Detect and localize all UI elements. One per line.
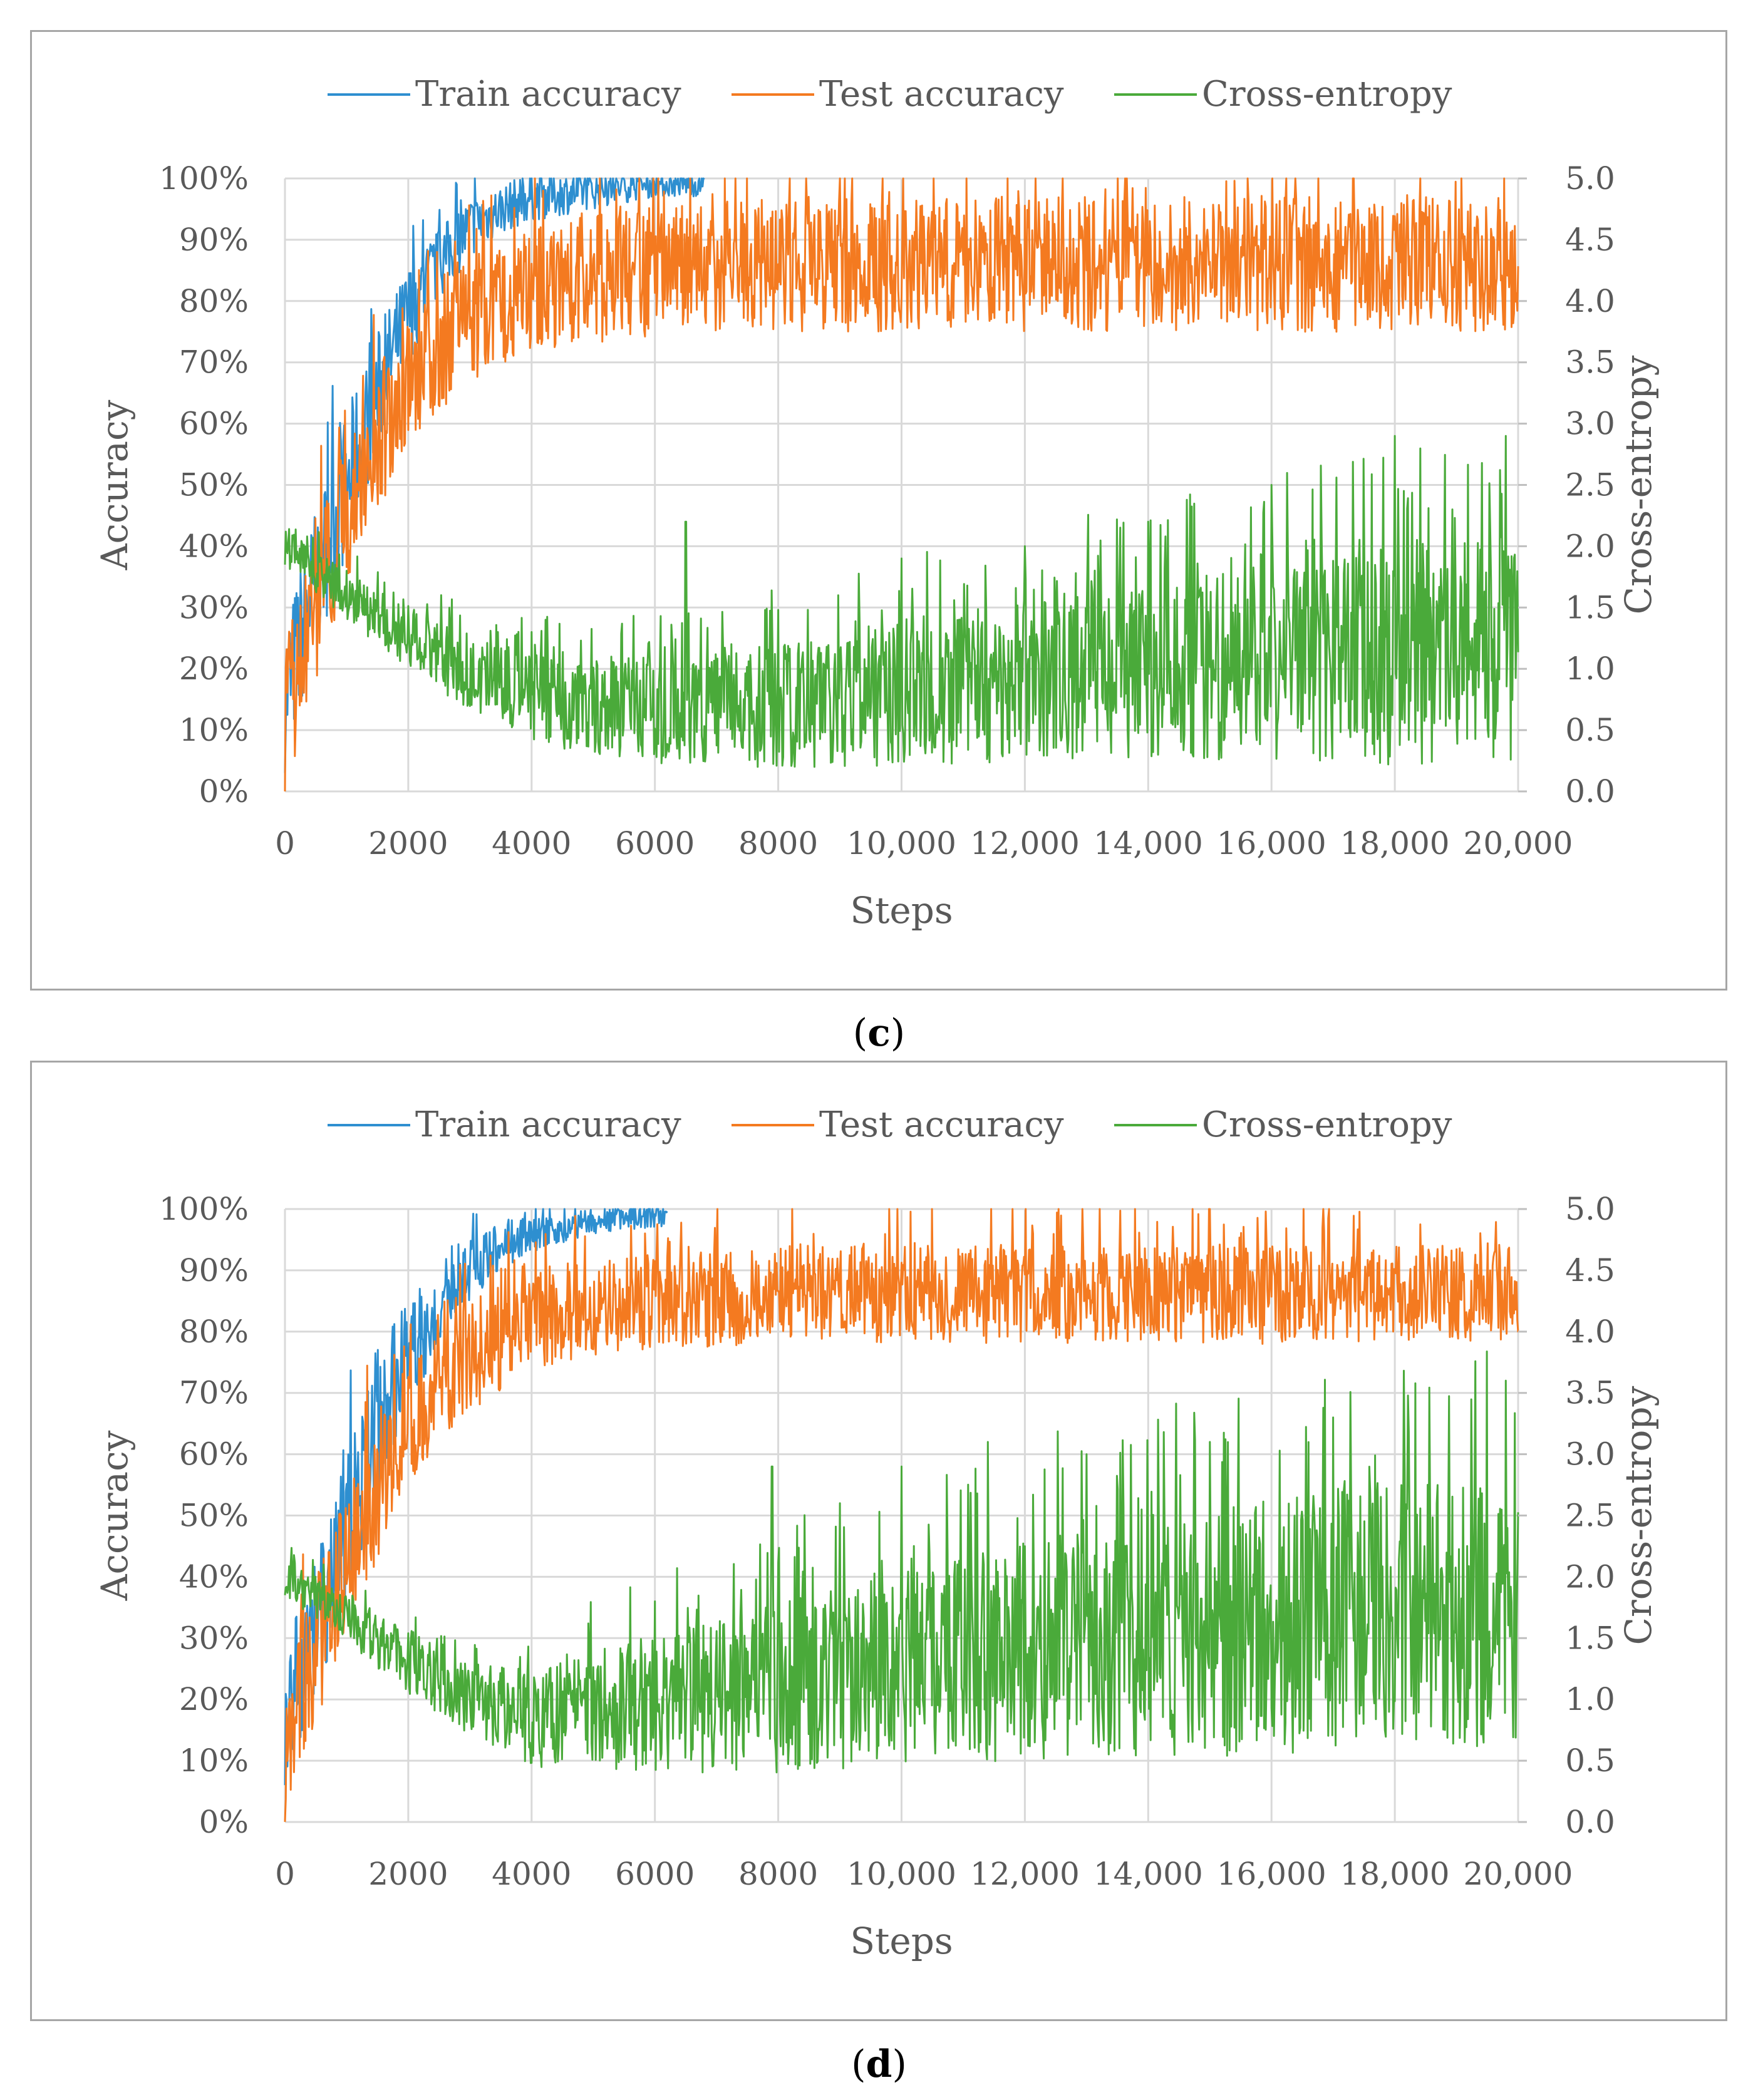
y2-tick-label: 5.0 [1565, 1191, 1615, 1227]
y2-tick-label: 0.5 [1565, 1742, 1615, 1779]
y2-tick-label: 4.0 [1565, 1314, 1615, 1350]
y2-tick-label: 4.0 [1565, 283, 1615, 319]
chart-c: 0% 10% 20% 30% 40% 50% 60% 70% 80% 90% 100% 0.0 0.5 1… [93, 74, 1660, 932]
x-tick-label: 8000 [738, 1856, 818, 1892]
y-tick-label: 10% [179, 712, 249, 748]
caption-c: (c) [852, 1011, 906, 1055]
x-tick-label: 2000 [368, 825, 448, 862]
x-tick-label: 16,000 [1217, 825, 1326, 862]
y2-tick-label: 0.0 [1565, 1804, 1615, 1840]
y-tick-label: 70% [179, 1375, 249, 1411]
y2-tick-label: 5.0 [1565, 160, 1615, 197]
y2-axis-title: Cross-entropy [1617, 355, 1660, 614]
x-tick-label: 14,000 [1094, 825, 1203, 862]
series-line-cross-entropy [284, 435, 1519, 768]
y2-axis-title: Cross-entropy [1617, 1386, 1660, 1645]
y2-tick-label: 2.5 [1565, 467, 1615, 503]
x-tick-label: 20,000 [1464, 1856, 1573, 1892]
x-tick-label: 12,000 [970, 825, 1080, 862]
series-line-test-accuracy [284, 1208, 1519, 1822]
y-tick-label: 100% [159, 160, 249, 197]
caption-d-letter: d [866, 2042, 892, 2086]
x-tick-label: 18,000 [1340, 1856, 1450, 1892]
legend-item-train-accuracy: Train accuracy [328, 74, 681, 115]
y-tick-label: 30% [179, 589, 249, 625]
y2-tick-label: 0.5 [1565, 712, 1615, 748]
x-tick-label: 8000 [738, 825, 818, 862]
y-axis-title: Accuracy [93, 399, 136, 570]
y2-tick-label: 2.5 [1565, 1498, 1615, 1534]
x-tick-label: 10,000 [847, 825, 956, 862]
x-tick-label: 0 [275, 1856, 295, 1892]
y2-tick-label: 0.0 [1565, 773, 1615, 810]
y2-tick-label: 4.5 [1565, 222, 1615, 258]
x-tick-label: 14,000 [1094, 1856, 1203, 1892]
y2-tick-label: 1.0 [1565, 1681, 1615, 1717]
legend-item-test-accuracy: Test accuracy [732, 74, 1064, 115]
x-tick-label: 6000 [615, 1856, 695, 1892]
y-tick-label: 90% [179, 1252, 249, 1289]
series-line-cross-entropy [284, 1351, 1519, 1774]
y2-tick-label: 2.0 [1565, 1558, 1615, 1595]
x-tick-label: 20,000 [1464, 825, 1573, 862]
series-line-test-accuracy [284, 177, 1519, 792]
x-tick-label: 4000 [492, 1856, 571, 1892]
y2-tick-label: 1.5 [1565, 589, 1615, 625]
y2-tick-label: 3.0 [1565, 1436, 1615, 1473]
chart-panel-d: 0% 10% 20% 30% 40% 50% 60% 70% 80% 90% 100% 0.0 0.5 1… [30, 1061, 1727, 2021]
x-tick-label: 12,000 [970, 1856, 1080, 1892]
y-tick-label: 30% [179, 1620, 249, 1656]
legend-item-cross-entropy: Cross-entropy [1114, 74, 1452, 115]
legend-label: Test accuracy [819, 74, 1064, 115]
x-tick-label: 2000 [368, 1856, 448, 1892]
y-tick-label: 60% [179, 1436, 249, 1473]
caption-d: (d) [851, 2042, 907, 2086]
legend-label: Cross-entropy [1202, 1104, 1452, 1145]
y-tick-label: 90% [179, 222, 249, 258]
y-tick-label: 20% [179, 651, 249, 687]
y2-tick-label: 4.5 [1565, 1252, 1615, 1289]
chart-d: 0% 10% 20% 30% 40% 50% 60% 70% 80% 90% 100% 0.0 0.5 1… [93, 1104, 1660, 1962]
y2-tick-label: 3.0 [1565, 406, 1615, 442]
legend-item-train-accuracy: Train accuracy [328, 1104, 681, 1145]
x-axis-title: Steps [850, 889, 953, 932]
y-tick-label: 40% [179, 1558, 249, 1595]
y-axis-title: Accuracy [93, 1430, 136, 1601]
series-line-train-accuracy [284, 1208, 668, 1786]
y-tick-label: 20% [179, 1681, 249, 1717]
y2-tick-label: 2.0 [1565, 528, 1615, 564]
legend-label: Train accuracy [415, 74, 681, 115]
x-tick-label: 6000 [615, 825, 695, 862]
x-tick-label: 10,000 [847, 1856, 956, 1892]
x-tick-label: 0 [275, 825, 295, 862]
caption-c-letter: c [867, 1011, 891, 1055]
y-tick-label: 80% [179, 1314, 249, 1350]
y-tick-label: 50% [179, 1498, 249, 1534]
y-tick-label: 50% [179, 467, 249, 503]
y2-tick-label: 3.5 [1565, 344, 1615, 381]
x-tick-label: 16,000 [1217, 1856, 1326, 1892]
y-tick-label: 0% [199, 1804, 249, 1840]
legend-label: Cross-entropy [1202, 74, 1452, 115]
x-tick-label: 4000 [492, 825, 571, 862]
x-tick-label: 18,000 [1340, 825, 1450, 862]
y-tick-label: 100% [159, 1191, 249, 1227]
chart-panel-c: 0% 10% 20% 30% 40% 50% 60% 70% 80% 90% 100% 0.0 0.5 1… [30, 30, 1727, 991]
y2-tick-label: 1.0 [1565, 651, 1615, 687]
y-tick-label: 40% [179, 528, 249, 564]
y-tick-label: 10% [179, 1742, 249, 1779]
legend-label: Test accuracy [819, 1104, 1064, 1145]
y-tick-label: 0% [199, 773, 249, 810]
y2-tick-label: 3.5 [1565, 1375, 1615, 1411]
y-tick-label: 70% [179, 344, 249, 381]
legend-item-test-accuracy: Test accuracy [732, 1104, 1064, 1145]
y2-tick-label: 1.5 [1565, 1620, 1615, 1656]
legend-label: Train accuracy [415, 1104, 681, 1145]
x-axis-title: Steps [850, 1920, 953, 1962]
y-tick-label: 60% [179, 406, 249, 442]
legend-item-cross-entropy: Cross-entropy [1114, 1104, 1452, 1145]
y-tick-label: 80% [179, 283, 249, 319]
